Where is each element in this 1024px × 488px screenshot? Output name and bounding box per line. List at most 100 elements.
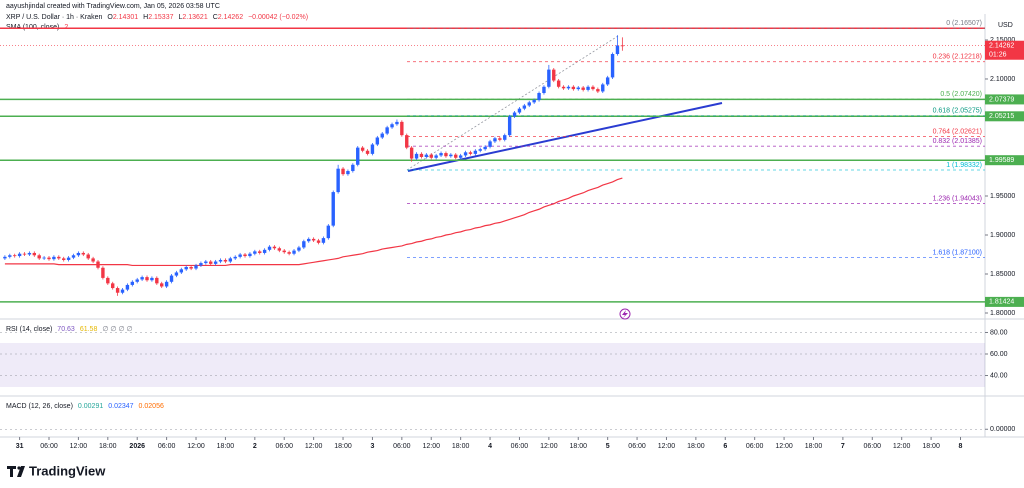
candle-body — [179, 269, 184, 273]
candle-body — [321, 238, 326, 243]
x-tick-label: 2026 — [129, 443, 145, 450]
candle-body — [120, 289, 125, 293]
candle-body — [184, 266, 188, 270]
candle-body — [316, 240, 321, 243]
candle-body — [262, 249, 267, 253]
fib-label: 1 (1.98332) — [946, 162, 982, 169]
quote-value: 2.14262 — [218, 14, 243, 21]
x-tick-label: 6 — [723, 443, 727, 450]
candle-body — [581, 87, 585, 90]
x-tick-label: 12:00 — [187, 443, 205, 450]
y-tick-label: 40.00 — [990, 372, 1008, 379]
quote-key: H — [143, 14, 148, 21]
level-label-box — [985, 155, 1024, 166]
candle-body — [468, 152, 473, 154]
candle-body — [218, 259, 223, 262]
candle-body — [96, 261, 100, 268]
y-tick-label: 2.10000 — [990, 76, 1015, 83]
y-tick-label: 1.90000 — [990, 232, 1015, 239]
candle-body — [380, 133, 384, 138]
indicator-value: 0.02056 — [139, 403, 164, 410]
candle-body — [400, 121, 404, 136]
level-label-box — [985, 111, 1024, 122]
x-tick-label: 18:00 — [687, 443, 705, 450]
candle-body — [3, 256, 7, 259]
candle-body — [419, 153, 424, 157]
last-price-label: 2.14262 — [989, 43, 1014, 50]
x-tick-label: 06:00 — [628, 443, 646, 450]
x-tick-label: 12:00 — [70, 443, 88, 450]
candle-body — [552, 69, 556, 81]
candle-body — [478, 149, 482, 151]
fib-label: 0.5 (2.07420) — [940, 91, 982, 98]
logo-dot — [17, 466, 21, 470]
candle-body — [101, 267, 105, 278]
indicator-title: MACD (12, 26, close) — [6, 403, 73, 410]
candle-body — [228, 258, 233, 262]
quote-change: −0.00042 (−0.02%) — [248, 14, 308, 21]
candle-body — [37, 255, 41, 259]
x-tick-label: 18:00 — [99, 443, 117, 450]
candle-body — [125, 284, 130, 290]
candle-body — [463, 152, 468, 156]
event-icon[interactable] — [619, 308, 631, 320]
indicator-value: 70.63 — [57, 326, 75, 333]
candle-body — [615, 45, 620, 55]
x-tick-label: 12:00 — [775, 443, 793, 450]
y-tick-label: 60.00 — [990, 351, 1008, 358]
candle-body — [302, 241, 306, 248]
y-tick-label: 1.80000 — [990, 310, 1015, 317]
y-tick-label: 80.00 — [990, 329, 1008, 336]
quote-value: 2.14301 — [113, 14, 138, 21]
candle-body — [356, 147, 360, 165]
level-label: 2.07379 — [989, 96, 1014, 103]
candle-body — [209, 261, 213, 264]
candle-body — [532, 100, 536, 103]
x-tick-label: 06:00 — [864, 443, 882, 450]
candle-body — [360, 147, 365, 151]
candle-body — [189, 266, 193, 269]
candle-body — [395, 121, 399, 125]
candle-body — [473, 150, 478, 154]
candle-body — [527, 102, 531, 106]
candle-body — [164, 281, 169, 287]
candle-body — [267, 246, 272, 250]
candle-body — [331, 192, 335, 226]
level-label: 1.99589 — [989, 157, 1014, 164]
logo-text: TradingView — [29, 463, 106, 478]
event-icon-bolt — [622, 310, 628, 318]
level-label: 1.81424 — [989, 299, 1014, 306]
candle-body — [307, 238, 311, 242]
x-tick-label: 06:00 — [746, 443, 764, 450]
candle-body — [507, 116, 512, 136]
candle-body — [326, 225, 331, 239]
candle-body — [42, 257, 46, 259]
candle-body — [199, 263, 203, 266]
sma-legend: SMA (100, close) 2 — [6, 24, 68, 31]
candle-body — [111, 283, 115, 289]
candle-body — [458, 155, 463, 158]
candle-body — [277, 248, 282, 251]
x-tick-label: 18:00 — [452, 443, 470, 450]
candle-body — [155, 277, 159, 284]
x-tick-label: 06:00 — [393, 443, 411, 450]
candle-body — [351, 164, 355, 172]
indicator-value: 0.00291 — [78, 403, 103, 410]
candle-body — [449, 154, 453, 157]
candle-body — [150, 277, 154, 281]
sma-value: 2 — [64, 24, 68, 31]
candle-body — [238, 254, 242, 257]
candle-body — [66, 257, 71, 260]
candle-body — [488, 141, 492, 147]
x-tick-label: 06:00 — [275, 443, 293, 450]
candle-body — [586, 86, 590, 90]
candle-body — [390, 124, 394, 128]
candle-body — [522, 105, 527, 109]
candle-body — [106, 277, 110, 284]
candle-body — [62, 258, 66, 260]
y-tick-label: 0.00000 — [990, 426, 1015, 433]
candle-body — [169, 275, 174, 282]
candle-body — [258, 251, 262, 253]
candle-body — [47, 257, 51, 260]
